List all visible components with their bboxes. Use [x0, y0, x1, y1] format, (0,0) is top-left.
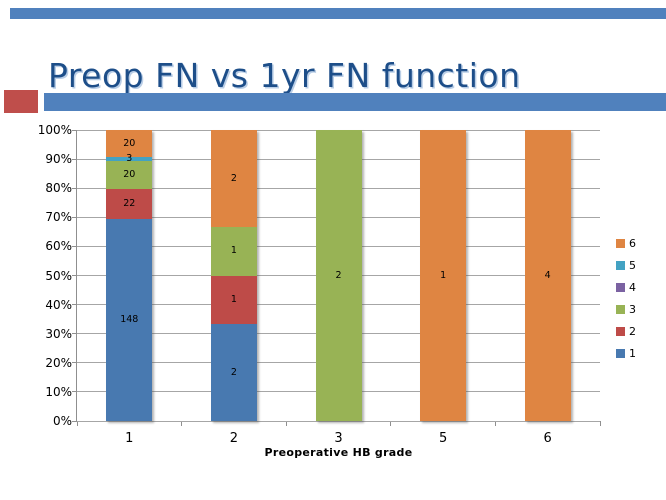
bar-segment: 2 [315, 130, 362, 421]
accent-bar [44, 93, 666, 111]
x-axis-tick [181, 422, 183, 426]
x-axis-category-label: 2 [229, 431, 239, 446]
legend-item: 2 [616, 320, 636, 342]
page-title: Preop FN vs 1yr FN function [48, 56, 521, 96]
bar-segment-label: 148 [120, 313, 139, 325]
y-axis-tick-label: 100% [37, 123, 72, 137]
legend-item: 1 [616, 342, 636, 364]
accent-square [4, 90, 38, 113]
legend-label: 5 [629, 258, 636, 272]
y-axis-tick [72, 158, 76, 160]
bar: 148 22 20 3 20 [106, 130, 153, 421]
bar-segment-label: 2 [335, 269, 342, 281]
x-axis-category-label: 1 [125, 431, 134, 446]
y-axis-tick-label: 70% [45, 210, 72, 225]
bar-segment-label: 20 [123, 137, 136, 149]
y-axis-tick [72, 275, 76, 276]
y-axis-tick-label: 80% [45, 181, 72, 196]
y-axis-tick [72, 333, 76, 335]
bar-segment-label: 1 [230, 293, 237, 305]
bar-segment-label: 2 [230, 366, 237, 378]
legend-item: 3 [616, 298, 636, 320]
bar-segment: 1 [420, 130, 467, 421]
bar-segment: 1 [210, 275, 257, 324]
legend-swatch [616, 304, 625, 314]
legend-label: 3 [629, 302, 636, 316]
x-axis-tick [76, 422, 78, 426]
x-axis-tick [599, 422, 601, 426]
x-axis-title: Preoperative HB grade [264, 446, 413, 459]
bar-segment-label: 1 [230, 245, 237, 257]
legend-swatch [616, 282, 625, 292]
chart-plot-area: 0% 10% 20% 30% 40% 50% 60% 70% 80% 90% 100% 148 22 20… [38, 124, 601, 446]
y-axis-tick-label: 20% [45, 355, 72, 370]
bar-segment: 20 [106, 161, 153, 189]
bar-segment: 1 [210, 227, 257, 276]
bar: 2 1 1 2 [210, 130, 257, 421]
bar-segment-label: 22 [123, 197, 136, 209]
bar: 4 [524, 130, 571, 421]
y-axis-tick-label: 90% [45, 152, 72, 167]
legend-item: 4 [616, 276, 636, 298]
bar-segment-label: 1 [440, 269, 447, 281]
legend-label: 6 [629, 236, 636, 250]
legend-item: 6 [616, 232, 636, 254]
x-axis-category-label: 3 [334, 431, 343, 446]
bar: 2 [315, 130, 362, 421]
legend-swatch [616, 348, 625, 358]
bar-segment-label: 3 [126, 153, 133, 165]
y-axis-tick [72, 362, 76, 364]
legend-item: 5 [616, 254, 636, 276]
y-axis-tick [72, 216, 76, 218]
x-axis-line [76, 421, 601, 422]
y-axis-tick-label: 0% [52, 414, 72, 428]
y-axis-line [76, 130, 77, 421]
bar-segment: 2 [210, 130, 257, 227]
x-axis-category-label: 5 [438, 431, 448, 446]
bar: 1 [420, 130, 467, 421]
x-axis-tick [494, 422, 496, 426]
top-accent-strip [10, 8, 666, 19]
x-axis-tick [285, 422, 287, 426]
bar-segment: 2 [210, 324, 257, 421]
bar-segment-label: 4 [544, 269, 551, 281]
bar-segment-label: 20 [123, 169, 136, 181]
legend-swatch [616, 260, 625, 270]
y-axis-tick [72, 304, 76, 306]
bar-segment: 148 [106, 218, 153, 421]
y-axis-tick [72, 187, 76, 189]
y-axis-tick [72, 245, 76, 247]
y-axis-tick [72, 420, 76, 422]
y-axis-tick-label: 30% [45, 326, 72, 341]
bar-segment: 20 [106, 130, 153, 158]
y-axis-tick-label: 10% [45, 384, 72, 399]
y-axis-tick [72, 391, 76, 393]
x-axis-category-label: 6 [543, 431, 552, 446]
legend-label: 2 [629, 324, 636, 338]
chart-legend: 6 5 4 3 2 1 [616, 232, 636, 364]
bar-segment-label: 2 [230, 172, 237, 184]
y-axis-tick-label: 50% [45, 268, 72, 283]
bar-segment: 3 [106, 153, 153, 165]
gridline [77, 420, 600, 422]
legend-swatch [616, 238, 625, 248]
y-axis-tick-label: 40% [45, 297, 72, 312]
legend-swatch [616, 326, 625, 336]
bar-segment: 4 [524, 130, 571, 421]
x-axis-tick [390, 422, 392, 426]
legend-label: 1 [629, 346, 636, 360]
legend-label: 4 [629, 280, 636, 294]
y-axis-tick [72, 129, 76, 131]
bar-segment: 22 [106, 188, 153, 219]
y-axis-tick-label: 60% [45, 239, 72, 254]
